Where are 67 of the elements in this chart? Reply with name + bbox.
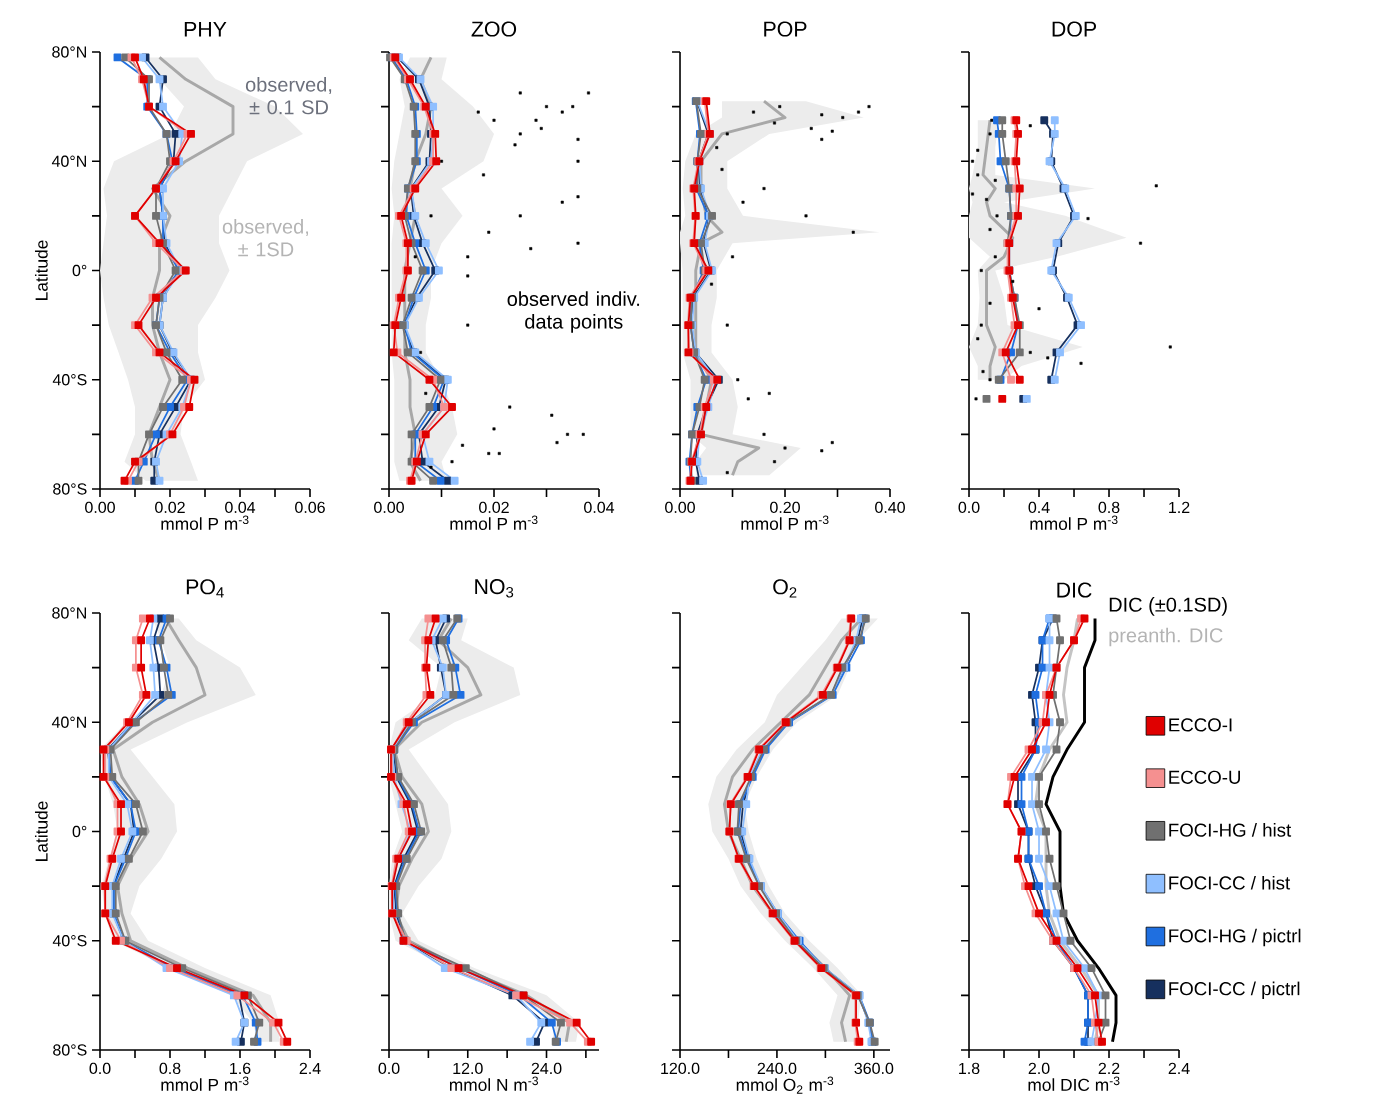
x-tick-label: 0.40 [875, 501, 905, 514]
x-axis-title: mol DIC m$^{-3}$ [1028, 1076, 1120, 1091]
x-tick-label: 0.8 [1098, 501, 1120, 514]
chart-title: NO$_{3}$ [475, 579, 514, 598]
x-tick-label: 0.4 [1028, 501, 1050, 514]
y-tick-label: 40°S [52, 935, 87, 947]
x-tick-label: 0.8 [159, 1062, 181, 1075]
y-tick-label: 40°S [52, 374, 87, 386]
y-tick-label: 80°N [52, 607, 86, 619]
chart-title: PO$_{4}$ [186, 579, 224, 598]
x-tick-label: 0.0 [958, 501, 980, 514]
annotation: observed indiv. data points [507, 291, 640, 333]
x-tick-label: 24.0 [531, 1062, 562, 1075]
y-tick-label: 80°S [53, 483, 87, 495]
annotation: observed, ± 0.1 SD [245, 77, 332, 115]
x-tick-label: 0.02 [155, 501, 185, 514]
x-tick-label: 2.4 [299, 1062, 321, 1074]
x-axis-title: mmol P m$^{-3}$ [741, 515, 829, 530]
x-tick-label: 360.0 [854, 1062, 894, 1075]
x-tick-label: 1.8 [959, 1062, 980, 1075]
y-tick-label: 40°N [51, 155, 86, 167]
legend-label: ECCO-U [1169, 770, 1240, 784]
legend-label: FOCI-CC / pictrl [1169, 981, 1300, 999]
x-tick-label: 0.06 [295, 501, 325, 514]
x-axis-title: mmol P m$^{-3}$ [161, 1076, 249, 1091]
y-tick-label: 0° [72, 264, 87, 277]
y-tick-label: 80°N [52, 46, 86, 58]
x-axis-title: mmol O$_{2}$ m$^{-3}$ [736, 1076, 834, 1094]
y-tick-label: 40°N [51, 716, 86, 728]
x-axis-title: mmol N m$^{-3}$ [449, 1076, 539, 1091]
annotation: observed, ± 1SD [222, 219, 309, 257]
legend-label: FOCI-CC / hist [1169, 875, 1291, 890]
x-axis-title: mmol P m$^{-3}$ [161, 515, 249, 530]
chart-title: ZOO [471, 21, 517, 37]
y-axis-title: Latitude [34, 801, 48, 861]
legend-label: FOCI-HG / hist [1169, 823, 1292, 837]
x-tick-label: 0.20 [770, 501, 800, 514]
y-tick-label: 0° [72, 825, 87, 838]
annotation: DIC (±0.1SD) [1109, 597, 1227, 616]
x-tick-label: 0.0 [378, 1062, 400, 1075]
x-tick-label: 2.2 [1098, 1062, 1120, 1074]
x-tick-label: 0.04 [584, 501, 615, 514]
x-tick-label: 1.2 [1169, 501, 1190, 513]
x-tick-label: 0.0 [89, 1062, 111, 1075]
chart-title: DIC [1057, 582, 1092, 598]
x-tick-label: 2.4 [1168, 1062, 1190, 1074]
x-tick-label: 0.00 [374, 501, 404, 514]
x-axis-title: mmol P m$^{-3}$ [450, 515, 538, 530]
y-tick-label: 80°S [53, 1044, 87, 1056]
chart-title: POP [764, 21, 807, 37]
legend-label: ECCO-I [1169, 718, 1232, 732]
x-tick-label: 0.02 [479, 501, 509, 514]
annotation: preanth. DIC [1109, 627, 1223, 647]
x-tick-label: 12.0 [453, 1062, 483, 1075]
x-axis-title: mmol P m$^{-3}$ [1030, 515, 1118, 530]
chart-title: PHY [184, 21, 227, 37]
chart-title: DOP [1052, 21, 1097, 37]
x-tick-label: 1.6 [230, 1062, 251, 1075]
x-tick-label: 240.0 [757, 1062, 797, 1075]
x-tick-label: 2.0 [1028, 1062, 1050, 1075]
x-tick-label: 0.00 [85, 501, 115, 514]
x-tick-label: 0.04 [225, 501, 256, 514]
chart-title: O$_{2}$ [773, 579, 797, 598]
y-axis-title: Latitude [34, 240, 48, 300]
legend-label: FOCI-HG / pictrl [1169, 928, 1301, 947]
x-tick-label: 120.0 [661, 1062, 700, 1075]
x-tick-label: 0.00 [665, 501, 695, 514]
